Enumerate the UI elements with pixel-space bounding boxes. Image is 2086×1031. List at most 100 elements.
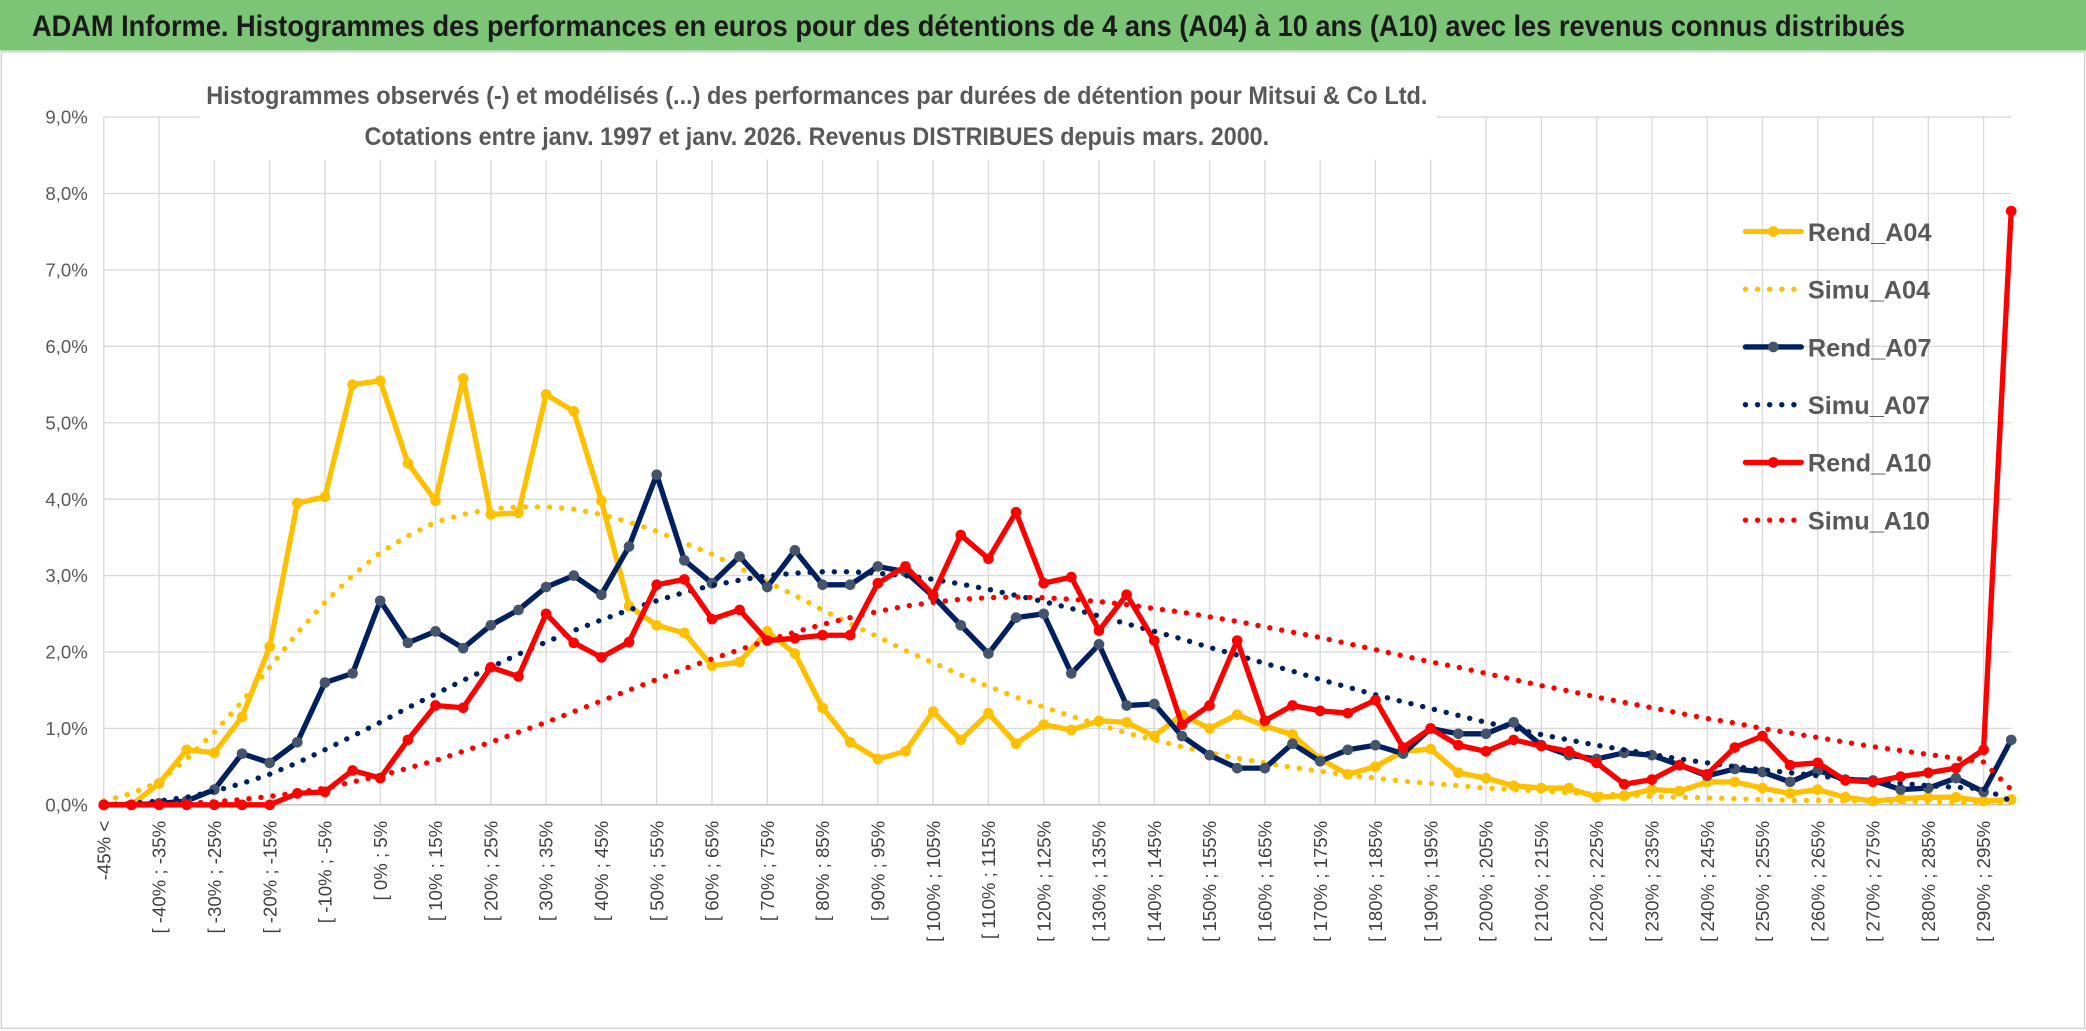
data-point — [1508, 734, 1519, 746]
y-tick-label: 2,0% — [45, 642, 87, 663]
x-tick-label: [ 30% ; 35% — [536, 821, 557, 921]
data-point — [1176, 719, 1188, 730]
data-point — [1453, 728, 1464, 740]
data-point — [181, 744, 193, 756]
data-point — [1812, 757, 1824, 769]
data-point — [568, 637, 580, 649]
data-point — [983, 648, 994, 659]
data-point — [1674, 785, 1685, 797]
x-tick-label: [ 280% ; 285% — [1918, 821, 1939, 942]
data-point — [1342, 744, 1354, 756]
data-point — [789, 648, 801, 659]
data-point — [1895, 771, 1906, 782]
y-tick-label: 5,0% — [45, 412, 87, 433]
data-point — [1176, 730, 1188, 742]
data-point — [1093, 639, 1105, 650]
x-tick-label: [ 60% ; 65% — [702, 821, 723, 921]
data-point — [927, 589, 939, 601]
legend-label: Rend_A10 — [1808, 450, 1932, 478]
data-point — [291, 736, 303, 748]
x-tick-label: [ 70% ; 75% — [757, 821, 778, 921]
data-point — [402, 637, 414, 649]
data-point — [623, 636, 635, 648]
x-tick-label: [ 40% ; 45% — [591, 821, 612, 921]
x-tick-label: [ -10% ; -5% — [315, 821, 336, 923]
x-tick-label: -45% < — [93, 821, 114, 880]
data-point — [1535, 740, 1547, 752]
x-tick-label: [ 250% ; 255% — [1752, 821, 1773, 942]
data-point — [457, 702, 469, 714]
x-tick-label: [ 20% ; 25% — [480, 821, 501, 921]
data-point — [1314, 755, 1326, 767]
data-point — [927, 706, 939, 717]
x-tick-label: [ 200% ; 205% — [1476, 821, 1497, 942]
legend-label: Rend_A07 — [1808, 334, 1932, 362]
data-point — [983, 553, 994, 565]
data-point — [374, 595, 386, 607]
data-point — [430, 495, 441, 507]
data-point — [291, 497, 303, 509]
legend-label: Simu_A07 — [1808, 392, 1930, 420]
legend-marker — [1768, 457, 1779, 468]
chart-border — [0, 51, 2086, 1030]
data-point — [1066, 571, 1077, 583]
y-tick-label: 4,0% — [45, 489, 87, 510]
data-point — [1259, 762, 1271, 774]
data-point — [1287, 738, 1298, 750]
data-point — [2005, 794, 2017, 805]
data-point — [1729, 776, 1741, 788]
data-point — [374, 375, 386, 387]
data-point — [1342, 707, 1354, 719]
x-tick-label: [ 10% ; 15% — [425, 821, 446, 921]
data-point — [955, 619, 967, 631]
data-point — [209, 747, 220, 759]
data-point — [1010, 612, 1022, 623]
data-point — [872, 753, 884, 765]
data-point — [540, 581, 552, 593]
data-point — [264, 799, 275, 811]
chart-title: ADAM Informe. Histogrammes des performan… — [32, 11, 1905, 43]
data-point — [126, 799, 137, 811]
data-point — [596, 652, 607, 663]
x-tick-label: [ 140% ; 145% — [1144, 821, 1165, 942]
data-point — [236, 748, 248, 759]
y-tick-label: 7,0% — [45, 260, 87, 281]
data-point — [817, 702, 828, 714]
data-point — [319, 677, 331, 688]
data-point — [1148, 698, 1160, 710]
x-tick-label: [ -40% ; -35% — [149, 821, 170, 934]
data-point — [264, 757, 275, 769]
data-point — [457, 373, 469, 384]
series-line — [101, 569, 2014, 808]
legend-label: Simu_A10 — [1808, 507, 1930, 535]
x-tick-label: [ 150% ; 155% — [1199, 821, 1220, 942]
data-point — [900, 561, 911, 572]
y-tick-label: 0,0% — [45, 794, 87, 815]
data-point — [1757, 730, 1768, 742]
data-point — [347, 765, 358, 776]
legend-label: Rend_A04 — [1808, 219, 1932, 247]
data-point — [2005, 734, 2017, 746]
data-point — [540, 389, 552, 400]
data-point — [651, 619, 662, 631]
data-point — [706, 660, 718, 672]
data-point — [817, 629, 828, 641]
x-tick-label: [ 270% ; 275% — [1863, 821, 1884, 942]
data-point — [1231, 762, 1243, 774]
data-point — [540, 608, 552, 620]
x-tick-label: [ 240% ; 245% — [1697, 821, 1718, 942]
data-point — [1287, 729, 1298, 740]
data-point — [1508, 716, 1519, 728]
data-point — [1922, 767, 1934, 779]
data-point — [264, 641, 275, 652]
data-point — [1867, 795, 1879, 807]
data-point — [1480, 746, 1492, 757]
data-point — [1370, 739, 1381, 751]
y-tick-label: 1,0% — [45, 718, 87, 739]
data-point — [485, 619, 497, 631]
data-point — [955, 529, 967, 541]
series-line — [101, 208, 2014, 808]
data-point — [872, 577, 884, 589]
data-point — [596, 589, 607, 601]
plot-area: 0,0% 1,0% 2,0% 3,0% 4,0% 5,0% 6,0% 7,0% 8,0% 9,0%… — [45, 107, 2017, 942]
